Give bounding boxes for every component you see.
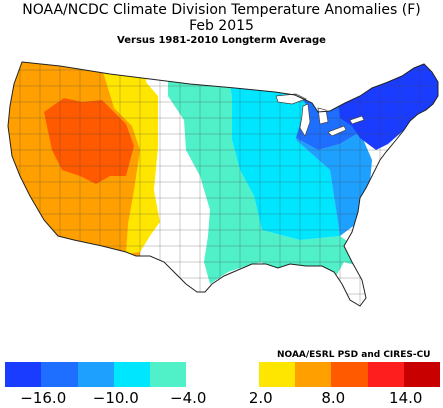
legend-swatch: [150, 362, 187, 387]
legend-swatch: [186, 362, 223, 387]
map-title: NOAA/NCDC Climate Division Temperature A…: [22, 2, 421, 18]
legend-swatch: [113, 362, 150, 387]
color-legend-bar: [5, 362, 440, 387]
us-outline: [7, 61, 439, 307]
legend-tick-label: −16.0: [20, 389, 67, 407]
legend-swatch: [5, 362, 42, 387]
legend-tick-label: 14.0: [389, 389, 423, 407]
legend-swatch: [367, 362, 404, 387]
legend-tick-labels: −16.0 −10.0 −4.0 2.0 8.0 14.0: [0, 389, 443, 408]
data-credit: NOAA/ESRL PSD and CIRES-CU: [277, 350, 431, 360]
legend-swatch: [295, 362, 332, 387]
legend-swatch: [222, 362, 259, 387]
map-subtitle: Feb 2015: [189, 18, 254, 34]
legend-tick-label: 2.0: [248, 389, 273, 407]
baseline-note: Versus 1981-2010 Longterm Average: [117, 35, 326, 46]
us-anomaly-map: [7, 61, 439, 307]
legend-swatch: [403, 362, 440, 387]
legend-swatch: [77, 362, 114, 387]
legend-swatch: [331, 362, 368, 387]
anomaly-fill-regions: [8, 62, 438, 306]
legend-tick-label: −10.0: [92, 389, 139, 407]
legend-swatch: [41, 362, 78, 387]
legend-tick-label: 8.0: [321, 389, 346, 407]
legend-swatch: [258, 362, 295, 387]
legend-tick-label: −4.0: [170, 389, 207, 407]
